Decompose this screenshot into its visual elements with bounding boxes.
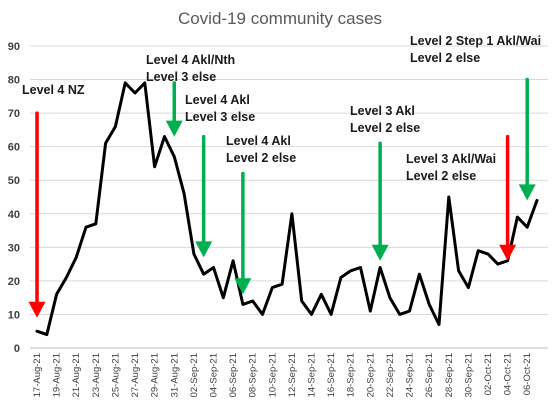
annotation-label: Level 3 Akl Level 2 else [350, 104, 420, 135]
annotation-arrow-head [234, 278, 252, 295]
x-tick-label: 14-Sep-21 [307, 353, 318, 397]
annotation-label: Level 4 Akl Level 3 else [185, 93, 255, 124]
y-tick-label: 80 [8, 75, 20, 87]
x-tick-label: 04-Sep-21 [208, 353, 219, 397]
y-tick-label: 40 [8, 209, 20, 221]
annotation-arrow-head [499, 244, 517, 261]
annotation-arrow-head [165, 120, 183, 137]
annotation-arrow-head [518, 184, 536, 201]
y-tick-label: 20 [8, 276, 20, 288]
annotation-label: Level 2 Step 1 Akl/Wai Level 2 else [410, 34, 541, 65]
annotation-label-line: Level 2 else [226, 151, 296, 165]
annotation-arrow [28, 111, 46, 318]
x-tick-label: 04-Oct-21 [503, 353, 514, 395]
annotation-arrow [165, 81, 183, 137]
annotation-label-line: Level 3 else [185, 110, 255, 124]
annotation-arrow-head [28, 301, 46, 318]
annotation-label-line: Level 3 Akl/Wai [406, 152, 496, 166]
x-tick-label: 12-Sep-21 [287, 353, 298, 397]
annotation-arrow [195, 134, 213, 258]
x-tick-label: 17-Aug-21 [32, 353, 43, 397]
x-tick-label: 02-Oct-21 [483, 353, 494, 395]
annotation-label-line: Level 2 else [406, 169, 476, 183]
annotation-label: Level 4 Akl/Nth Level 3 else [146, 53, 235, 84]
annotation-arrow [234, 171, 252, 295]
annotation-arrow [371, 141, 389, 261]
annotation-label-line: Level 3 Akl [350, 104, 415, 118]
x-tick-label: 02-Sep-21 [189, 353, 200, 397]
chart-title: Covid-19 community cases [178, 9, 382, 28]
annotation-arrow-head [371, 244, 389, 261]
x-tick-label: 21-Aug-21 [71, 353, 82, 397]
y-tick-label: 60 [8, 142, 20, 154]
series-line [35, 81, 539, 337]
x-tick-label: 10-Sep-21 [267, 353, 278, 397]
y-tick-label: 10 [8, 309, 20, 321]
annotation-label-line: Level 4 Akl/Nth [146, 53, 235, 67]
x-tick-label: 20-Sep-21 [365, 353, 376, 397]
annotation-label: Level 3 Akl/Wai Level 2 else [406, 152, 496, 183]
x-tick-label: 06-Oct-21 [522, 353, 533, 395]
x-tick-label: 29-Aug-21 [150, 353, 161, 397]
x-tick-label: 24-Sep-21 [405, 353, 416, 397]
annotation-arrow [518, 77, 536, 201]
annotation-label-line: Level 2 else [350, 121, 420, 135]
annotation-label: Level 4 Akl Level 2 else [226, 134, 296, 165]
x-tick-label: 27-Aug-21 [130, 353, 141, 397]
y-tick-label: 30 [8, 242, 20, 254]
annotation-label: Level 4 NZ [22, 83, 85, 97]
x-tick-label: 31-Aug-21 [169, 353, 180, 397]
y-tick-label: 90 [8, 41, 20, 53]
annotation-label-line: Level 4 NZ [22, 83, 85, 97]
annotation-label-line: Level 4 Akl [185, 93, 250, 107]
annotation-arrow [499, 134, 517, 261]
x-tick-label: 26-Sep-21 [424, 353, 435, 397]
x-tick-label: 30-Sep-21 [463, 353, 474, 397]
x-tick-label: 06-Sep-21 [228, 353, 239, 397]
annotation-label-line: Level 4 Akl [226, 134, 291, 148]
annotation-arrow-head [195, 241, 213, 258]
annotation-label-line: Level 2 else [410, 51, 480, 65]
y-tick-label: 0 [14, 343, 20, 355]
x-tick-label: 23-Aug-21 [91, 353, 102, 397]
x-tick-label: 18-Sep-21 [346, 353, 357, 397]
y-tick-label: 70 [8, 108, 20, 120]
x-tick-label: 19-Aug-21 [52, 353, 63, 397]
x-tick-label: 25-Aug-21 [110, 353, 121, 397]
y-tick-label: 50 [8, 175, 20, 187]
annotation-label-line: Level 3 else [146, 70, 216, 84]
x-tick-label: 16-Sep-21 [326, 353, 337, 397]
x-tick-label: 08-Sep-21 [248, 353, 259, 397]
annotation-label-line: Level 2 Step 1 Akl/Wai [410, 34, 541, 48]
x-tick-label: 28-Sep-21 [444, 353, 455, 397]
x-tick-label: 22-Sep-21 [385, 353, 396, 397]
